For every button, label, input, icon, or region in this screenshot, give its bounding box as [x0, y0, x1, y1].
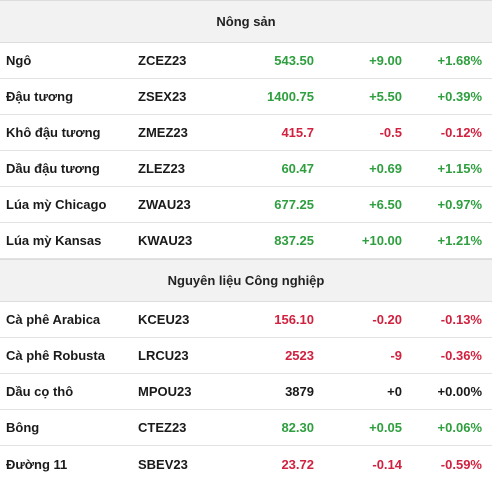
commodity-name: Ngô [6, 53, 32, 68]
commodity-code: ZLEZ23 [138, 161, 185, 176]
table-row-cotton: Bông CTEZ23 82.30 +0.05 +0.06% [0, 410, 492, 446]
commodity-name: Bông [6, 420, 40, 435]
commodity-code: KWAU23 [138, 233, 193, 248]
commodity-code: CTEZ23 [138, 420, 187, 435]
commodity-price: 543.50 [274, 53, 314, 68]
commodity-name: Dầu đậu tương [6, 161, 100, 176]
commodity-price: 837.25 [274, 233, 314, 248]
section-title: Nông sản [216, 14, 276, 29]
commodity-change: +0.05 [369, 420, 402, 435]
commodity-change: +6.50 [369, 197, 402, 212]
table-row-coffee-robusta: Cà phê Robusta LRCU23 2523 -9 -0.36% [0, 338, 492, 374]
commodity-change-percent: +0.97% [437, 197, 482, 212]
commodity-price: 1400.75 [267, 89, 314, 104]
commodity-change: +0.69 [369, 161, 402, 176]
commodity-code: ZSEX23 [138, 89, 187, 104]
commodity-code: ZWAU23 [138, 197, 191, 212]
commodity-name: Đường 11 [6, 456, 68, 472]
commodity-name: Khô đậu tương [6, 125, 101, 140]
table-row-soybean: Đậu tương ZSEX23 1400.75 +5.50 +0.39% [0, 79, 492, 115]
table-row-soybean-oil: Dầu đậu tương ZLEZ23 60.47 +0.69 +1.15% [0, 151, 492, 187]
commodity-change: +9.00 [369, 53, 402, 68]
commodity-change: -0.20 [372, 312, 402, 327]
commodity-change: +0 [387, 384, 402, 399]
table-row-crude-palm-oil: Dầu cọ thô MPOU23 3879 +0 +0.00% [0, 374, 492, 410]
section-title: Nguyên liệu Công nghiệp [167, 273, 325, 288]
commodity-price: 3879 [285, 384, 314, 399]
commodity-change-percent: +0.00% [437, 384, 482, 399]
commodity-change: +5.50 [369, 89, 402, 104]
table-row-wheat-kansas: Lúa mỳ Kansas KWAU23 837.25 +10.00 +1.21… [0, 223, 492, 259]
commodity-code: LRCU23 [138, 348, 189, 363]
commodity-code: MPOU23 [138, 384, 192, 399]
commodity-change-percent: -0.36% [440, 348, 482, 363]
commodity-price: 2523 [285, 348, 314, 363]
table-row-wheat-chicago: Lúa mỳ Chicago ZWAU23 677.25 +6.50 +0.97… [0, 187, 492, 223]
table-row-soybean-meal: Khô đậu tương ZMEZ23 415.7 -0.5 -0.12% [0, 115, 492, 151]
commodity-name: Dầu cọ thô [6, 384, 74, 399]
commodity-name: Cà phê Arabica [6, 312, 101, 327]
commodity-price: 82.30 [281, 420, 314, 435]
commodity-name: Lúa mỳ Kansas [6, 233, 102, 248]
commodity-change-percent: +1.15% [437, 161, 482, 176]
commodity-name: Cà phê Robusta [6, 348, 105, 363]
commodity-name: Đậu tương [6, 89, 74, 104]
commodity-change: +10.00 [361, 233, 402, 248]
commodity-code: ZMEZ23 [138, 125, 188, 140]
commodity-change-percent: -0.59% [440, 456, 482, 472]
commodity-change-percent: +1.68% [437, 53, 482, 68]
commodity-price: 677.25 [274, 197, 314, 212]
commodity-price: 156.10 [274, 312, 314, 327]
section-header-agriculture: Nông sản [0, 0, 492, 43]
section-header-industrial: Nguyên liệu Công nghiệp [0, 259, 492, 302]
commodity-change-percent: +0.39% [437, 89, 482, 104]
commodity-change: -9 [390, 348, 402, 363]
commodity-change: -0.14 [372, 456, 402, 472]
commodity-change-percent: -0.13% [440, 312, 482, 327]
commodity-name: Lúa mỳ Chicago [6, 197, 107, 212]
table-row-corn: Ngô ZCEZ23 543.50 +9.00 +1.68% [0, 43, 492, 79]
table-row-coffee-arabica: Cà phê Arabica KCEU23 156.10 -0.20 -0.13… [0, 302, 492, 338]
commodity-code: ZCEZ23 [138, 53, 187, 68]
commodity-code: KCEU23 [138, 312, 190, 327]
commodity-change-percent: -0.12% [440, 125, 482, 140]
commodity-change: -0.5 [379, 125, 402, 140]
commodity-price: 415.7 [281, 125, 314, 140]
commodity-code: SBEV23 [138, 456, 188, 472]
commodity-change-percent: +1.21% [437, 233, 482, 248]
commodity-change-percent: +0.06% [437, 420, 482, 435]
commodity-price: 60.47 [281, 161, 314, 176]
table-row-sugar-11: Đường 11 SBEV23 23.72 -0.14 -0.59% [0, 446, 492, 482]
commodity-price: 23.72 [281, 456, 314, 472]
